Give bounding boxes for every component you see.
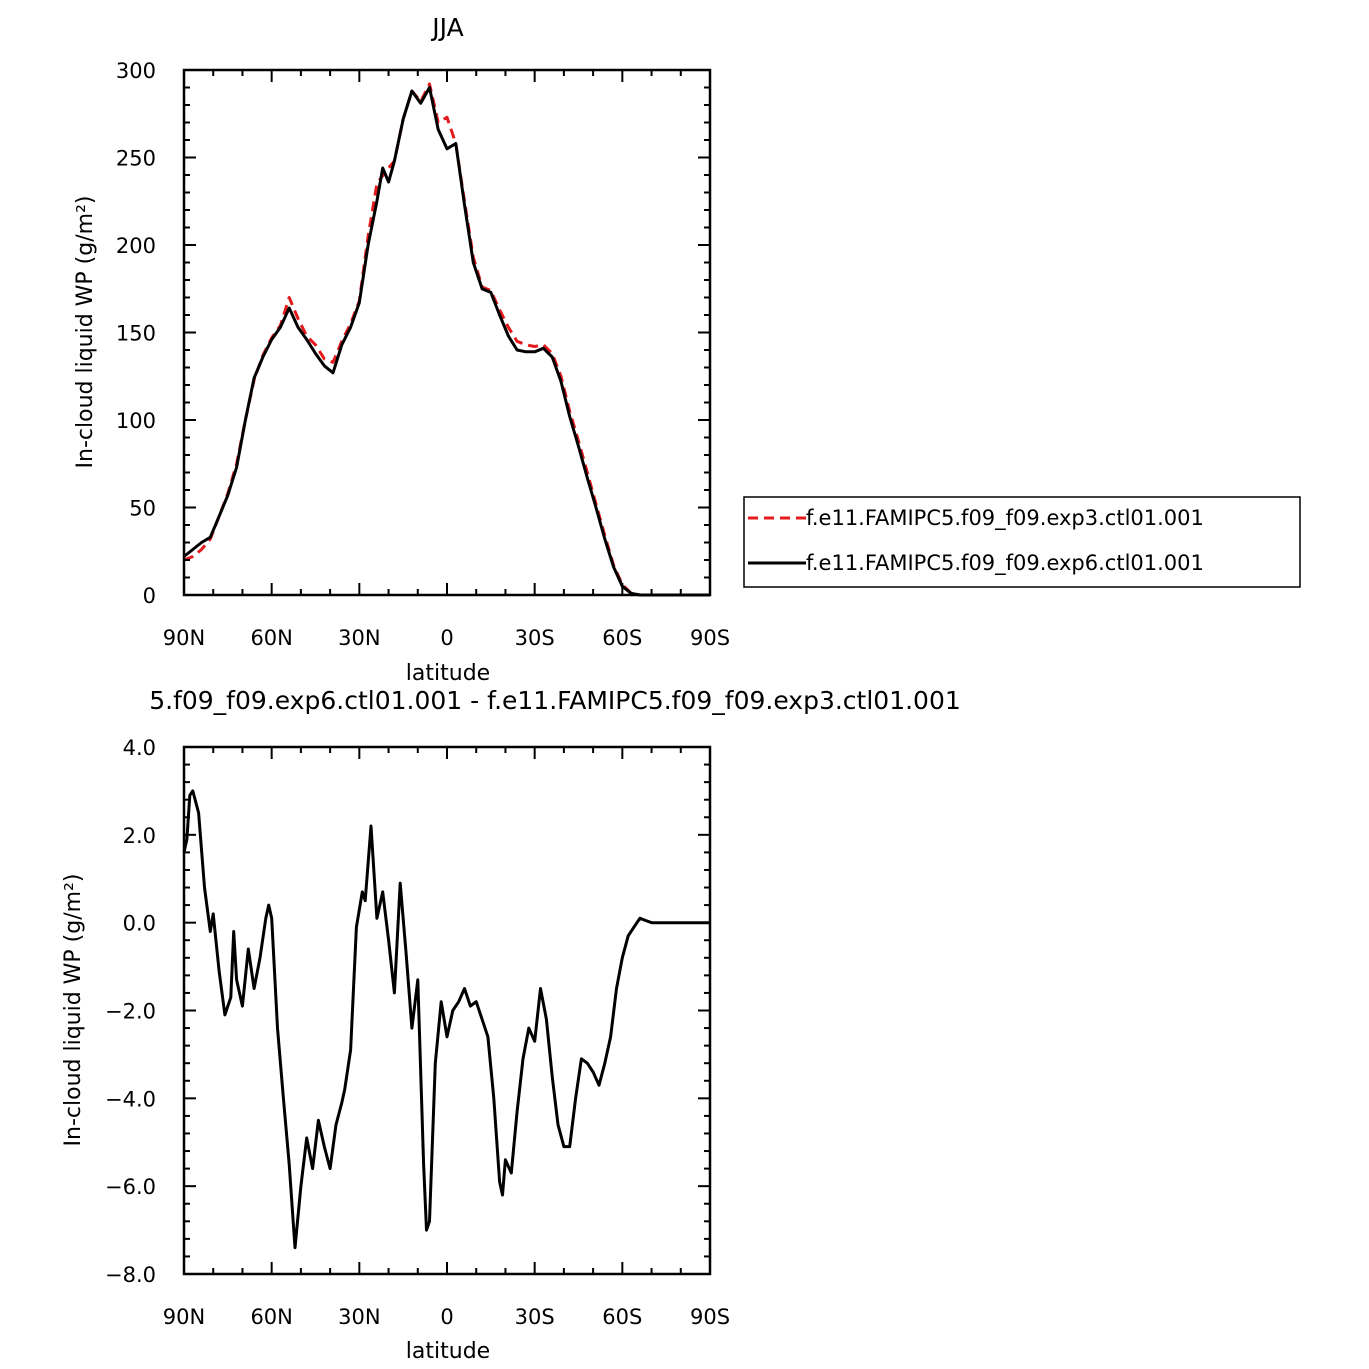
top-plot-title: JJA — [430, 13, 463, 42]
x-tick-label: 60N — [250, 626, 292, 650]
y-tick-label: 4.0 — [123, 736, 156, 760]
y-tick-label: −6.0 — [105, 1175, 156, 1199]
y-tick-label: 50 — [129, 497, 156, 521]
series-line-0-0 — [183, 82, 710, 597]
y-tick-label: 150 — [116, 322, 156, 346]
y-tick-label: 2.0 — [123, 824, 156, 848]
legend-box — [743, 496, 1301, 588]
y-tick-label: −2.0 — [105, 1000, 156, 1024]
x-tick-label: 90S — [690, 1305, 730, 1329]
bottom-x-axis-title: latitude — [406, 1339, 490, 1364]
top-y-axis-title: In-cloud liquid WP (g/m²) — [73, 196, 98, 469]
y-tick-label: 250 — [116, 147, 156, 171]
y-tick-label: 0.0 — [123, 912, 156, 936]
y-tick-label: 100 — [116, 409, 156, 433]
y-tick-label: −4.0 — [105, 1087, 156, 1111]
x-tick-label: 90S — [690, 626, 730, 650]
plot-frame-1 — [182, 745, 712, 1276]
top-x-axis-title: latitude — [406, 661, 490, 686]
x-tick-label: 60S — [602, 626, 642, 650]
x-tick-label: 60S — [602, 1305, 642, 1329]
x-tick-label: 90N — [163, 626, 205, 650]
legend: f.e11.FAMIPC5.f09_f09.exp3.ctl01.001 f.e… — [743, 496, 1301, 588]
y-tick-label: 200 — [116, 234, 156, 258]
x-tick-label: 90N — [163, 1305, 205, 1329]
x-tick-label: 30S — [515, 1305, 555, 1329]
y-tick-label: −8.0 — [105, 1263, 156, 1287]
x-tick-label: 0 — [440, 626, 453, 650]
x-tick-label: 30N — [338, 1305, 380, 1329]
x-tick-label: 30N — [338, 626, 380, 650]
x-tick-label: 30S — [515, 626, 555, 650]
legend-label-exp6: f.e11.FAMIPC5.f09_f09.exp6.ctl01.001 — [806, 551, 1204, 576]
x-tick-label: 0 — [440, 1305, 453, 1329]
x-tick-label: 60N — [250, 1305, 292, 1329]
y-tick-label: 300 — [116, 59, 156, 83]
top-plot: 90N 60N 30N 0 30S 60S 90S 0 50 100 150 200 250 300 — [116, 59, 730, 650]
bottom-plot-title: 5.f09_f09.exp6.ctl01.001 - f.e11.FAMIPC5… — [149, 686, 961, 715]
bottom-y-axis-title: In-cloud liquid WP (g/m²) — [61, 874, 86, 1147]
bottom-plot: 90N 60N 30N 0 30S 60S 90S −8.0 −6.0 −4.0 −2.0 0.0 2.… — [105, 736, 730, 1329]
series-line-0-1 — [183, 86, 710, 597]
series-line-1-0 — [182, 789, 710, 1250]
legend-label-exp3: f.e11.FAMIPC5.f09_f09.exp3.ctl01.001 — [806, 506, 1204, 531]
y-tick-label: 0 — [143, 584, 156, 608]
